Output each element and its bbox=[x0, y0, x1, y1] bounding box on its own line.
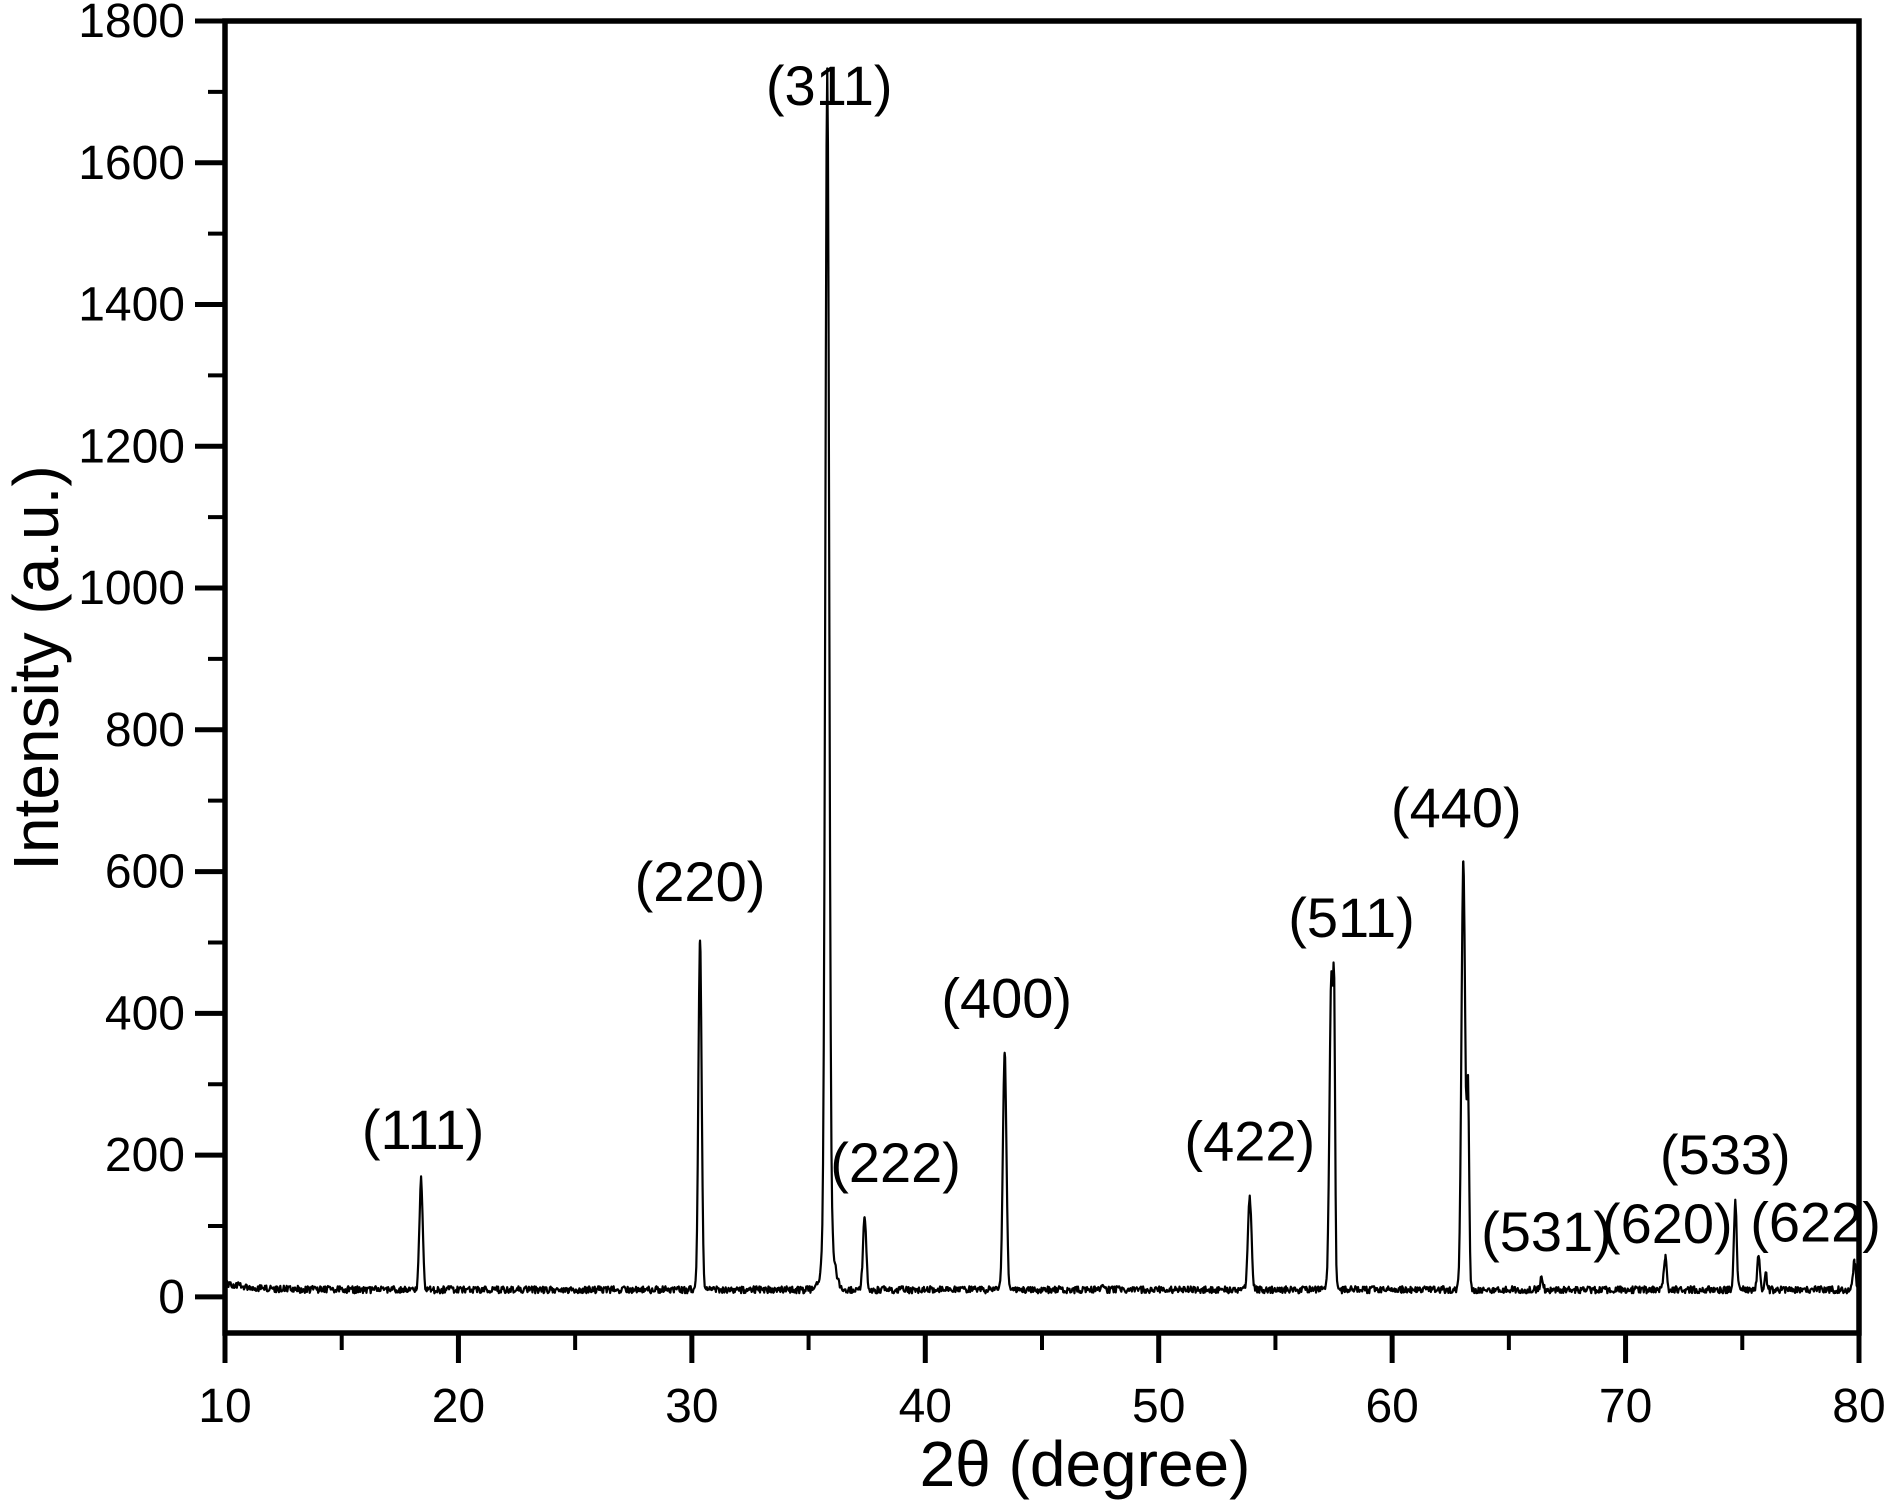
y-tick-label-1000: 1000 bbox=[78, 562, 185, 615]
y-tick-label-600: 600 bbox=[105, 846, 185, 899]
y-tick-label-800: 800 bbox=[105, 704, 185, 757]
y-tick-label-200: 200 bbox=[105, 1129, 185, 1182]
peak-label-111: (111) bbox=[362, 1098, 484, 1161]
peak-label-511: (511) bbox=[1288, 886, 1415, 949]
x-tick-label-70: 70 bbox=[1599, 1380, 1652, 1433]
peak-label-531: (531) bbox=[1481, 1200, 1612, 1263]
peak-label-311: (311) bbox=[766, 54, 893, 117]
y-axis-title: Intensity (a.u.) bbox=[0, 465, 72, 871]
peak-label-222: (222) bbox=[830, 1131, 961, 1194]
y-tick-label-1200: 1200 bbox=[78, 420, 185, 473]
x-axis-title: 2θ (degree) bbox=[919, 1428, 1251, 1500]
peak-label-533: (533) bbox=[1660, 1123, 1791, 1186]
peak-label-220: (220) bbox=[635, 850, 766, 913]
peak-label-440: (440) bbox=[1391, 776, 1522, 839]
peak-label-400: (400) bbox=[941, 966, 1072, 1029]
peak-label-622: (622) bbox=[1750, 1190, 1881, 1253]
x-tick-label-40: 40 bbox=[899, 1380, 952, 1433]
y-tick-label-1400: 1400 bbox=[78, 279, 185, 332]
x-tick-label-60: 60 bbox=[1365, 1380, 1418, 1433]
xrd-intensity-curve bbox=[225, 67, 1859, 1295]
y-tick-label-1600: 1600 bbox=[78, 137, 185, 190]
y-tick-label-1800: 1800 bbox=[78, 0, 185, 48]
x-tick-label-30: 30 bbox=[665, 1380, 718, 1433]
y-tick-label-0: 0 bbox=[158, 1271, 185, 1324]
plot-border bbox=[222, 18, 1862, 1336]
y-tick-label-400: 400 bbox=[105, 987, 185, 1040]
x-tick-label-80: 80 bbox=[1832, 1380, 1885, 1433]
x-tick-label-10: 10 bbox=[198, 1380, 251, 1433]
x-tick-label-50: 50 bbox=[1132, 1380, 1185, 1433]
peak-label-422: (422) bbox=[1184, 1110, 1315, 1173]
x-tick-label-20: 20 bbox=[432, 1380, 485, 1433]
peak-label-620: (620) bbox=[1602, 1192, 1733, 1255]
